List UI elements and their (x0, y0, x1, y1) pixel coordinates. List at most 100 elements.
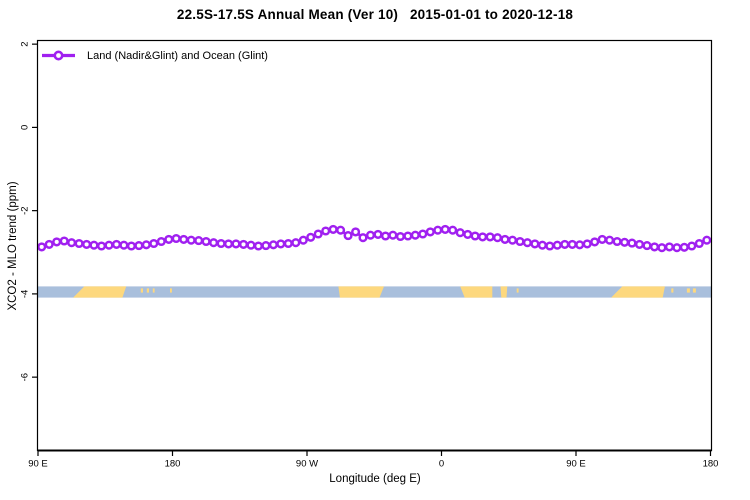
data-point (141, 240, 151, 250)
legend: Land (Nadir&Glint) and Ocean (Glint) (41, 49, 268, 62)
data-point (179, 234, 189, 244)
x-axis-title: Longitude (deg E) (329, 473, 421, 485)
data-point (216, 238, 226, 249)
data-point (657, 243, 667, 253)
map-band-island-speck (686, 288, 690, 293)
legend-marker-icon (42, 50, 75, 61)
data-point (186, 235, 196, 245)
data-point (418, 229, 428, 239)
data-point (351, 227, 361, 237)
data-point (463, 229, 473, 239)
x-tick-label: 180 (703, 459, 719, 470)
data-point (410, 230, 420, 240)
data-point (522, 238, 532, 248)
data-point (283, 238, 293, 249)
data-point (507, 235, 518, 245)
map-band-land-south-america (338, 286, 384, 298)
data-point (440, 224, 450, 234)
data-point (403, 231, 413, 241)
data-point (702, 235, 712, 245)
data-point (687, 241, 697, 251)
data-point (164, 234, 174, 244)
data-point (126, 241, 136, 251)
data-point (642, 241, 652, 251)
data-point (328, 224, 338, 234)
data-point (119, 240, 129, 250)
y-tick-label: -6 (20, 373, 31, 381)
map-band-island-speck (170, 288, 172, 293)
data-point (343, 231, 353, 241)
data-point (253, 241, 263, 251)
data-point (380, 231, 391, 241)
data-point (246, 240, 256, 250)
x-tick-label: 90 W (296, 459, 318, 470)
data-point (388, 230, 398, 240)
data-point (694, 238, 704, 249)
data-point (582, 239, 592, 249)
data-point (209, 238, 219, 248)
data-point (373, 229, 383, 239)
x-tick-label: 90 E (566, 459, 586, 470)
data-point (231, 239, 241, 249)
data-point (395, 231, 405, 242)
chart-title: 22.5S-17.5S Annual Mean (Ver 10) 2015-01… (176, 7, 574, 22)
data-point (597, 234, 607, 244)
data-point (448, 225, 458, 235)
data-point (605, 235, 615, 245)
data-point (238, 239, 249, 249)
data-point (358, 233, 368, 243)
x-tick-label: 0 (439, 459, 444, 470)
legend-label: Land (Nadir&Glint) and Ocean (Glint) (87, 49, 268, 62)
data-point (575, 240, 585, 250)
data-point (590, 237, 600, 247)
data-point (455, 228, 465, 238)
map-band-land-australia (73, 286, 127, 298)
map-band-island-speck (692, 288, 696, 293)
map-band-island-speck (140, 288, 143, 293)
data-point (313, 229, 323, 239)
map-band-island-speck (516, 288, 519, 293)
data-point (261, 241, 271, 251)
x-tick-label: 180 (165, 459, 181, 470)
data-point (111, 239, 122, 249)
data-point (649, 242, 660, 252)
data-point (276, 239, 286, 249)
data-point (567, 239, 577, 249)
map-band-island-speck (671, 288, 674, 293)
data-point (612, 236, 622, 247)
data-point (104, 240, 114, 250)
data-point (194, 236, 204, 246)
data-point (485, 232, 495, 242)
data-point (478, 232, 488, 242)
map-band-island-speck (146, 288, 149, 293)
y-tick-label: 0 (20, 125, 31, 130)
data-point (500, 234, 510, 244)
data-point (82, 239, 92, 249)
data-point (156, 236, 166, 247)
data-point (365, 230, 376, 240)
data-point (470, 231, 480, 241)
data-point (67, 238, 77, 248)
map-band-island-speck (152, 288, 155, 293)
data-point (44, 239, 54, 249)
data-point (545, 241, 555, 251)
data-point (134, 241, 144, 251)
data-point (679, 242, 689, 252)
y-tick-label: 2 (20, 42, 31, 47)
data-point (89, 240, 99, 250)
data-point (672, 243, 682, 253)
data-point (306, 232, 316, 242)
data-point (321, 226, 331, 236)
data-point (537, 240, 547, 250)
map-band-land-madagascar (500, 286, 508, 298)
data-point (492, 233, 503, 243)
map-band-land-africa (460, 286, 493, 298)
data-point (552, 240, 562, 250)
y-tick-label: -2 (20, 206, 31, 214)
data-point (515, 236, 525, 247)
data-point (149, 238, 159, 249)
data-point (560, 239, 570, 249)
data-point (634, 239, 645, 249)
data-point (425, 227, 435, 237)
